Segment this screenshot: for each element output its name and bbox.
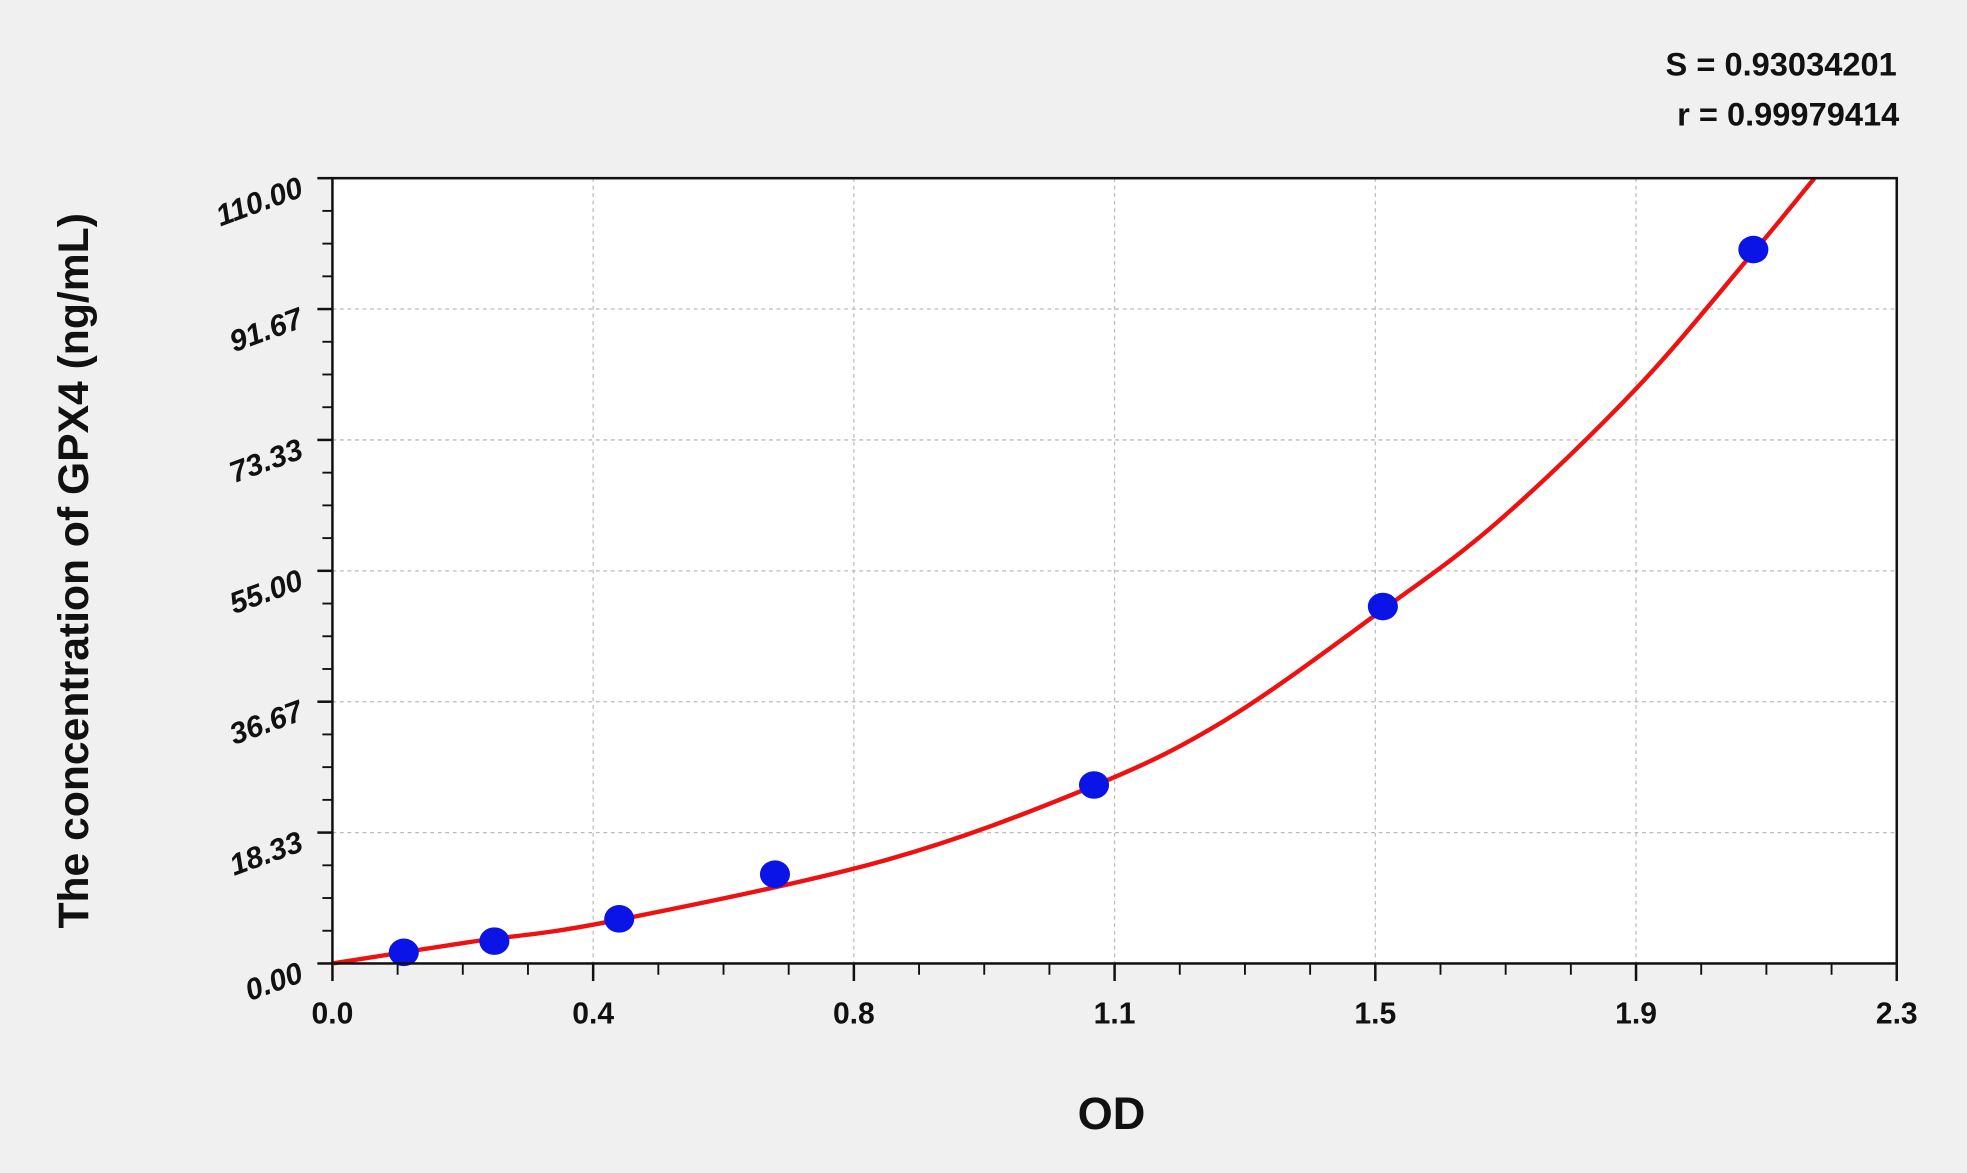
- fit-curve: [332, 176, 1817, 966]
- plot-frame: [331, 176, 1899, 965]
- x-tick-label: 0.8: [833, 998, 875, 1031]
- y-tick-label: 0.00: [241, 957, 308, 1008]
- grid: [332, 178, 1897, 964]
- x-axis-title: OD: [1078, 1088, 1146, 1139]
- data-point: [388, 938, 419, 967]
- y-tick-label: 18.33: [225, 826, 307, 883]
- y-tick-label: 73.33: [225, 433, 307, 490]
- x-tick-label: 0.4: [572, 998, 614, 1031]
- data-point: [604, 905, 635, 933]
- data-point: [759, 860, 791, 889]
- data-point: [1367, 592, 1398, 621]
- fit-curve-group: [332, 176, 1817, 966]
- data-point: [1738, 235, 1769, 264]
- stat-r: r = 0.99979414: [1677, 95, 1899, 132]
- y-tick-label: 55.00: [225, 564, 307, 621]
- data-point: [479, 927, 510, 955]
- x-tick-label: 1.9: [1615, 998, 1657, 1031]
- y-tick-label: 36.67: [225, 694, 308, 751]
- data-point: [1078, 771, 1110, 799]
- x-tick-label: 2.3: [1876, 998, 1918, 1031]
- x-tick-label: 1.5: [1354, 998, 1396, 1031]
- stat-s: S = 0.93034201: [1666, 45, 1897, 82]
- y-tick-label: 110.00: [212, 171, 308, 233]
- y-tick-label: 91.67: [225, 302, 308, 359]
- x-tick-label: 0.0: [312, 998, 354, 1031]
- x-tick-label: 1.1: [1094, 998, 1136, 1031]
- y-axis-title: The concentration of GPX4 (ng/mL): [50, 213, 98, 928]
- data-points: [388, 235, 1769, 967]
